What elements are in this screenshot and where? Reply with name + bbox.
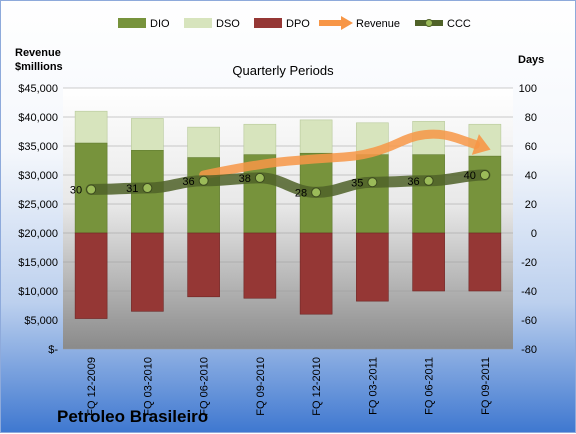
ccc-data-label: 36 [407,176,419,188]
left-tick-label: $35,000 [18,141,58,153]
ccc-data-label: 40 [464,170,476,182]
bar-dpo [243,232,277,299]
bar-dio [356,154,389,234]
bar-dpo [356,232,389,302]
left-tick-label: $25,000 [18,199,58,211]
category-label: FQ 09-2011 [480,357,492,415]
category-label: FQ 03-2010 [142,357,154,416]
plot-area [63,88,513,349]
left-tick-label: $5,000 [24,315,58,327]
right-axis-title: Days [518,54,544,66]
bar-dso [131,118,164,151]
right-tick-label: 60 [525,141,537,153]
category-label: FQ 09-2010 [255,357,267,416]
bar-dpo [131,232,164,312]
left-axis-title-line1: Revenue [15,47,61,59]
revenue-line [199,129,480,180]
legend-swatch-dpo [254,18,282,28]
series-lines: 30 31 36 38 28 35 36 40 [70,129,491,199]
bar-dso [74,110,108,144]
category-label: FQ 03-2011 [367,357,379,415]
bar-dso [243,123,277,156]
bar-dpo [468,232,502,292]
bar-dio [412,154,445,234]
left-axis-title-line2: $millions [15,61,63,73]
right-tick-label: -80 [521,344,537,356]
ccc-data-label: 38 [239,173,251,185]
right-tick-label: -20 [521,257,537,269]
legend-label-ccc: CCC [447,18,471,30]
axis-ticks: $45,000 100 $40,000 80 $35,000 60 $30,000 40 $25… [18,83,537,356]
right-tick-label: 80 [525,112,537,124]
company-name: Petroleo Brasileiro [57,407,208,426]
bar-dpo [412,232,445,292]
right-tick-label: 40 [525,170,537,182]
category-label: FQ 12-2010 [311,357,323,416]
category-labels: FQ 12-2009 FQ 03-2010 FQ 06-2010 FQ 09-2010… [86,357,492,416]
ccc-point [479,170,490,180]
ccc-point [423,175,434,186]
legend-label-dpo: DPO [286,18,310,30]
legend-swatch-dso [184,18,212,28]
right-tick-label: 100 [519,83,537,95]
left-tick-label: $30,000 [18,170,58,182]
legend-swatch-ccc [415,19,443,27]
legend-swatch-dio [118,18,146,28]
bars [74,110,502,319]
ccc-data-label: 36 [182,176,194,188]
ccc-point [142,183,153,194]
left-tick-label: $20,000 [18,228,58,240]
revenue-arrowhead [471,134,491,155]
legend-label-revenue: Revenue [356,18,400,30]
ccc-data-label: 30 [70,185,82,197]
bar-dpo [299,232,333,315]
left-tick-label: $10,000 [18,286,58,298]
legend-label-dio: DIO [150,18,170,30]
left-tick-label: $- [48,344,58,356]
legend-label-dso: DSO [216,18,240,30]
ccc-line [85,169,491,198]
left-tick-label: $15,000 [18,257,58,269]
right-tick-label: -60 [521,315,537,327]
category-label: FQ 06-2010 [199,357,211,416]
right-tick-label: 20 [525,199,537,211]
bar-dso [187,126,220,158]
legend-swatch-revenue [319,16,353,30]
ccc-point [254,172,265,183]
right-tick-label: -40 [521,286,537,298]
bar-dso [299,119,333,154]
bar-dpo [187,232,220,298]
bar-dio [468,155,502,234]
left-tick-label: $45,000 [18,83,58,95]
ccc-data-label: 31 [126,183,138,195]
category-label: FQ 06-2011 [424,357,436,415]
category-label: FQ 12-2009 [86,357,98,416]
ccc-point [311,187,322,198]
right-tick-label: 0 [531,228,537,240]
ccc-data-label: 28 [295,187,307,199]
ccc-point [198,175,209,186]
ccc-data-label: 35 [351,177,363,189]
bar-dpo [74,232,108,319]
legend: DIO DSO DPO Revenue CCC [118,16,471,30]
ccc-point [367,177,378,188]
left-tick-label: $40,000 [18,112,58,124]
ccc-point [86,184,97,195]
chart-subtitle: Quarterly Periods [232,63,334,78]
